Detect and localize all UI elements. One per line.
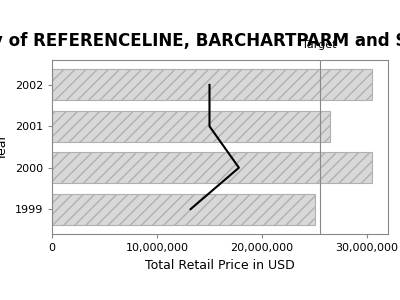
X-axis label: Total Retail Price in USD: Total Retail Price in USD <box>145 259 295 272</box>
Bar <box>52 111 330 142</box>
Y-axis label: Year: Year <box>0 134 9 160</box>
Text: Target: Target <box>302 40 337 50</box>
Bar <box>52 194 314 225</box>
Bar <box>52 69 372 100</box>
Title: Overlay of REFERENCELINE, BARCHARTPARM and SERIESPLOT: Overlay of REFERENCELINE, BARCHARTPARM a… <box>0 32 400 50</box>
Bar <box>52 152 372 183</box>
